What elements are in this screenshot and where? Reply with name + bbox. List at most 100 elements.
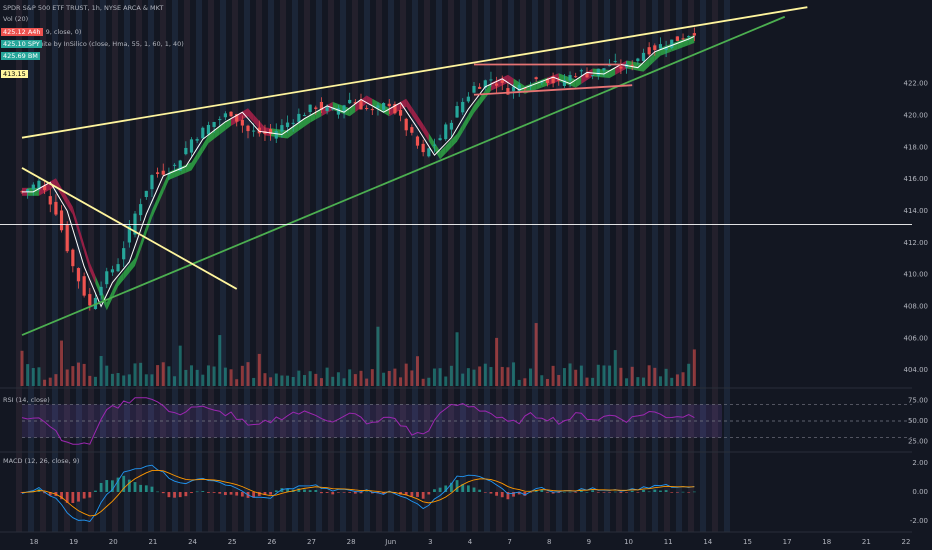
macd-legend[interactable]: MACD (12, 26, close, 9) [3,457,80,465]
session-band [256,0,262,532]
volume-bar [692,349,696,386]
volume-bar [432,368,436,386]
time-tick-label: 20 [109,538,118,546]
candle-body [37,180,41,190]
macd-histogram-bar [540,489,544,492]
hma-segment [84,244,90,271]
session-band [532,0,538,532]
time-tick-label: 15 [743,538,752,546]
macd-histogram-bar [551,492,555,494]
suite-legend[interactable]: Suite by InSilico (close, Hma, 55, 1, 60… [35,40,184,48]
candle-body [692,33,696,36]
rsi-legend[interactable]: RSI (14, close) [3,396,50,404]
hma-segment [490,80,497,91]
session-band [376,0,382,532]
candle-body [641,52,646,61]
moving-average-line [22,35,695,308]
hma-segment [462,114,469,133]
volume-bar [60,340,64,386]
volume-bar [579,365,583,386]
ma-legend[interactable]: …, 9, close, 0) [35,28,82,36]
signal-line [21,469,695,517]
macd-histogram-bar [122,475,126,492]
candle-body [206,124,211,135]
price-tick-label: 420.00 [904,111,929,119]
macd-histogram-bar [218,492,222,494]
session-band [436,0,442,532]
macd-histogram-bar [692,491,696,493]
session-band [148,0,154,532]
time-tick-label: 19 [69,538,78,546]
volume-bar [466,368,470,386]
macd-histogram-bar [444,485,448,492]
volume-bar [240,365,244,386]
candle-body [398,110,403,116]
hma-segment [191,153,198,171]
volume-bar [642,377,645,386]
volume-bar [314,373,318,386]
session-band [124,0,130,532]
volume-bar [133,363,137,386]
volume-bar [529,368,532,386]
volume-bar [77,362,80,386]
volume-bar [681,372,685,386]
candle-body [336,108,340,115]
candle-body [195,139,199,141]
volume-bar [613,350,617,386]
volume-bar [382,372,386,386]
hma-segment [445,139,452,154]
trendline [21,6,808,139]
candle-body [201,127,205,139]
volume-bar [325,367,329,386]
volume-legend[interactable]: Vol (20) [3,15,29,23]
session-band [700,0,706,532]
volume-bar [658,376,662,386]
volume-bar [167,366,171,386]
macd-histogram-bar [483,492,487,493]
volume-bar [608,365,612,386]
volume-bar [122,375,126,386]
volume-bar [370,369,374,386]
candle-body [585,73,589,78]
session-band [196,0,202,532]
price-tick-label: 404.00 [904,366,929,374]
hma-segment [67,197,73,215]
candle-body [156,172,160,174]
session-band [400,0,406,532]
macd-histogram-bar [529,492,532,493]
volume-bar [218,335,222,386]
time-tick-label: 7 [507,538,511,546]
volume-bar [653,367,657,386]
candle-body [314,107,318,109]
macd-histogram-bar [224,492,227,496]
candle-body [478,86,482,89]
hma-segment [428,133,435,151]
hma-segment [406,98,412,116]
volume-bar [512,362,516,386]
volume-bar [105,365,109,386]
volume-bar [26,364,30,386]
session-band [484,0,490,532]
hma-segment [417,115,424,133]
hma-segment [632,61,638,71]
volume-bar [139,362,143,386]
candle-body [302,115,307,117]
candle-body [65,224,69,252]
candle-body [43,185,47,191]
hma-segment [248,108,254,123]
volume-bar [427,377,431,386]
volume-bar [365,378,369,386]
macd-histogram-bar [681,491,685,493]
volume-bar [591,377,595,386]
volume-bar [551,365,555,386]
volume-bar [201,374,205,386]
session-band [136,0,142,532]
macd-histogram-bar [133,482,137,492]
macd-histogram-bar [596,492,600,493]
session-band [280,0,286,532]
volume-bar [342,378,346,386]
hma-segment [106,290,113,311]
candle-body [223,113,227,118]
session-band [232,0,238,532]
